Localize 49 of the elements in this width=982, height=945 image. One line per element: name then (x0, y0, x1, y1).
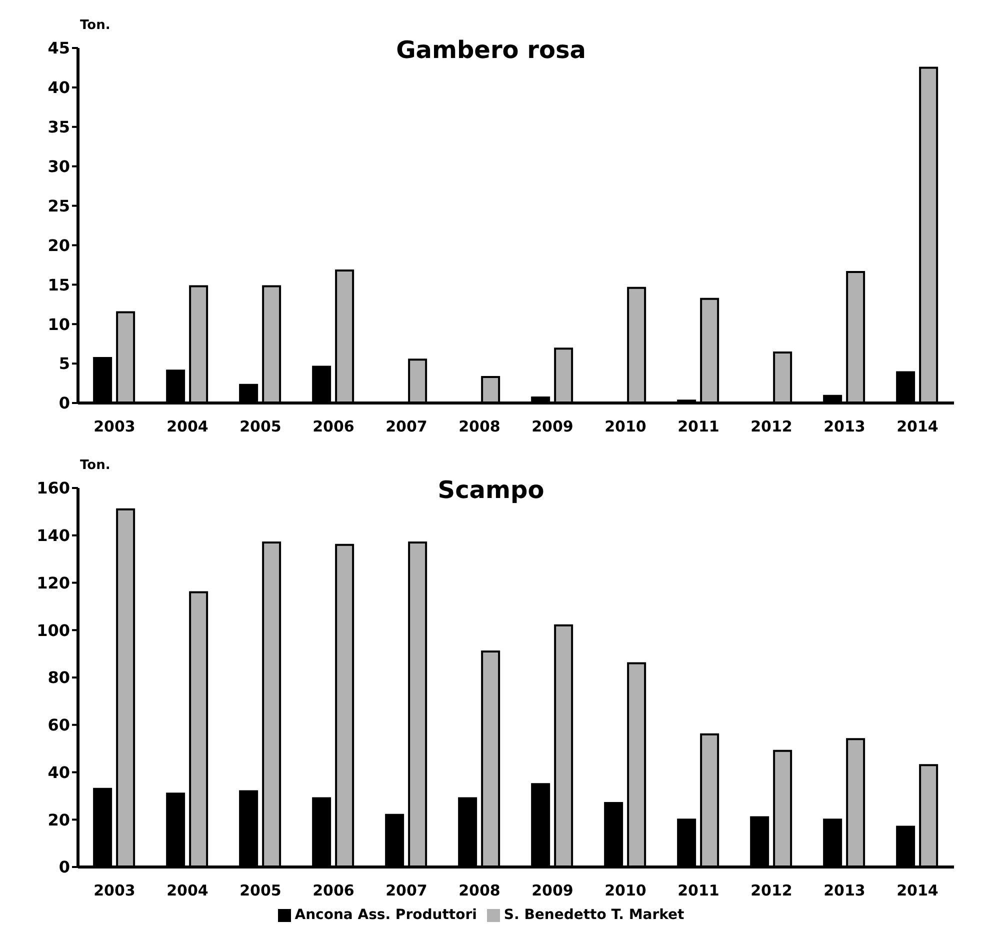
x-tick-label: 2008 (458, 418, 500, 436)
chart-title: Gambero rosa (396, 36, 586, 64)
y-tick-label: 20 (48, 810, 70, 830)
y-tick-label: 45 (48, 38, 70, 58)
x-tick-label: 2009 (532, 882, 574, 900)
x-tick-label: 2003 (94, 882, 136, 900)
y-tick-label: 15 (48, 275, 70, 294)
x-tick-label: 2004 (166, 418, 208, 436)
y-tick-label: 120 (36, 573, 70, 592)
x-tick-label: 2005 (240, 882, 282, 900)
x-tick-label: 2013 (824, 882, 866, 900)
y-tick-label: 20 (48, 236, 70, 255)
x-tick-label: 2010 (604, 418, 646, 436)
y-tick-label: 30 (48, 157, 70, 176)
x-tick-label: 2007 (386, 418, 428, 436)
y-axis-title: Ton. (80, 18, 110, 33)
x-tick-label: 2014 (896, 418, 938, 436)
x-tick-label: 2012 (750, 882, 792, 900)
y-tick-label: 80 (48, 668, 70, 688)
y-tick-label: 160 (36, 478, 70, 498)
legend-label: Ancona Ass. Produttori (294, 907, 477, 923)
x-tick-label: 2006 (312, 418, 354, 436)
x-tick-label: 2008 (458, 882, 500, 900)
y-tick-label: 25 (48, 196, 70, 216)
y-tick-label: 0 (58, 858, 70, 877)
legend-label: S. Benedetto T. Market (504, 907, 684, 923)
x-tick-label: 2004 (166, 882, 208, 900)
x-tick-label: 2013 (824, 418, 866, 436)
y-tick-label: 140 (36, 526, 70, 546)
x-tick-label: 2006 (312, 882, 354, 900)
x-tick-label: 2014 (896, 882, 938, 900)
x-tick-label: 2005 (240, 418, 282, 436)
y-tick-label: 100 (36, 620, 70, 640)
y-tick-label: 60 (48, 716, 70, 735)
x-tick-label: 2012 (750, 418, 792, 436)
y-axis-title: Ton. (80, 458, 110, 473)
y-tick-label: 0 (58, 394, 70, 413)
y-tick-label: 40 (48, 762, 70, 782)
x-tick-label: 2011 (678, 418, 720, 436)
x-tick-label: 2003 (94, 418, 136, 436)
x-tick-label: 2009 (532, 418, 574, 436)
x-tick-label: 2011 (678, 882, 720, 900)
y-tick-label: 5 (58, 354, 70, 374)
x-tick-label: 2007 (386, 882, 428, 900)
y-tick-label: 10 (48, 314, 70, 334)
chart-title: Scampo (438, 476, 544, 504)
x-tick-label: 2010 (604, 882, 646, 900)
y-tick-label: 40 (48, 78, 70, 98)
y-tick-label: 35 (48, 118, 70, 137)
